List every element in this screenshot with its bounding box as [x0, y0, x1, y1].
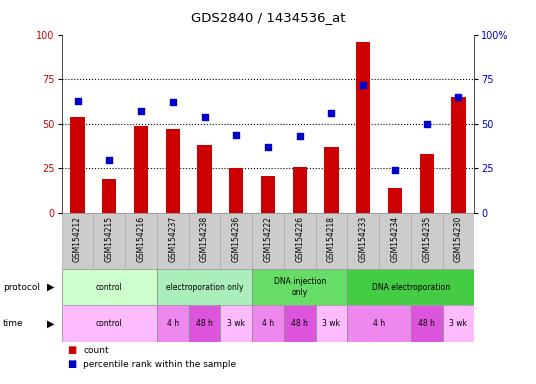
Point [359, 81, 368, 88]
Text: GSM154234: GSM154234 [391, 216, 399, 262]
Text: ■: ■ [67, 345, 76, 355]
Bar [220, 213, 252, 269]
Bar [102, 179, 116, 213]
Bar [284, 213, 316, 269]
Bar [70, 117, 85, 213]
Text: time: time [3, 319, 23, 328]
Bar [189, 213, 220, 269]
Bar [157, 269, 252, 305]
Point [264, 144, 272, 150]
Text: GSM154237: GSM154237 [168, 216, 177, 262]
Point [422, 121, 431, 127]
Bar [125, 213, 157, 269]
Text: ▶: ▶ [47, 282, 55, 292]
Point [73, 98, 82, 104]
Text: GSM154216: GSM154216 [137, 216, 145, 262]
Bar [316, 213, 347, 269]
Point [200, 114, 209, 120]
Bar [252, 305, 284, 342]
Bar [347, 213, 379, 269]
Text: GSM154230: GSM154230 [454, 216, 463, 262]
Text: count: count [83, 346, 109, 355]
Text: ▶: ▶ [47, 318, 55, 329]
Text: 3 wk: 3 wk [227, 319, 245, 328]
Bar [157, 305, 189, 342]
Bar [93, 213, 125, 269]
Text: GSM154233: GSM154233 [359, 216, 368, 262]
Text: 4 h: 4 h [167, 319, 179, 328]
Text: 4 h: 4 h [262, 319, 274, 328]
Point [391, 167, 399, 173]
Bar [252, 269, 347, 305]
Bar [411, 213, 443, 269]
Text: protocol: protocol [3, 283, 40, 291]
Bar [189, 305, 220, 342]
Bar [166, 129, 180, 213]
Text: percentile rank within the sample: percentile rank within the sample [83, 360, 236, 369]
Text: DNA electroporation: DNA electroporation [372, 283, 450, 291]
Text: electroporation only: electroporation only [166, 283, 243, 291]
Text: GSM154212: GSM154212 [73, 216, 82, 262]
Text: 3 wk: 3 wk [450, 319, 467, 328]
Text: GSM154226: GSM154226 [295, 216, 304, 262]
Bar [379, 213, 411, 269]
Bar [252, 213, 284, 269]
Bar [293, 167, 307, 213]
Bar [443, 305, 474, 342]
Bar [420, 154, 434, 213]
Text: 48 h: 48 h [196, 319, 213, 328]
Bar [356, 42, 370, 213]
Text: GSM154215: GSM154215 [105, 216, 114, 262]
Bar [284, 305, 316, 342]
Bar [220, 305, 252, 342]
Text: 3 wk: 3 wk [323, 319, 340, 328]
Point [454, 94, 463, 100]
Bar [62, 305, 157, 342]
Bar [451, 97, 466, 213]
Text: GSM154222: GSM154222 [264, 216, 272, 262]
Point [137, 108, 145, 114]
Text: GSM154235: GSM154235 [422, 216, 431, 262]
Bar [62, 269, 157, 305]
Bar [197, 145, 212, 213]
Bar [324, 147, 339, 213]
Text: 48 h: 48 h [291, 319, 308, 328]
Point [327, 110, 336, 116]
Bar [157, 213, 189, 269]
Text: GSM154236: GSM154236 [232, 216, 241, 262]
Text: control: control [96, 319, 123, 328]
Bar [62, 213, 93, 269]
Point [105, 157, 114, 163]
Text: GSM154238: GSM154238 [200, 216, 209, 262]
Bar [316, 305, 347, 342]
Bar [347, 305, 411, 342]
Bar [229, 169, 243, 213]
Text: GDS2840 / 1434536_at: GDS2840 / 1434536_at [191, 12, 345, 25]
Bar [134, 126, 148, 213]
Point [232, 131, 241, 137]
Bar [347, 269, 474, 305]
Bar [388, 188, 402, 213]
Text: DNA injection
only: DNA injection only [273, 277, 326, 297]
Text: GSM154218: GSM154218 [327, 216, 336, 262]
Text: control: control [96, 283, 123, 291]
Bar [261, 175, 275, 213]
Bar [411, 305, 443, 342]
Text: ■: ■ [67, 359, 76, 369]
Text: 4 h: 4 h [373, 319, 385, 328]
Bar [443, 213, 474, 269]
Text: 48 h: 48 h [418, 319, 435, 328]
Point [295, 133, 304, 139]
Point [168, 99, 177, 106]
